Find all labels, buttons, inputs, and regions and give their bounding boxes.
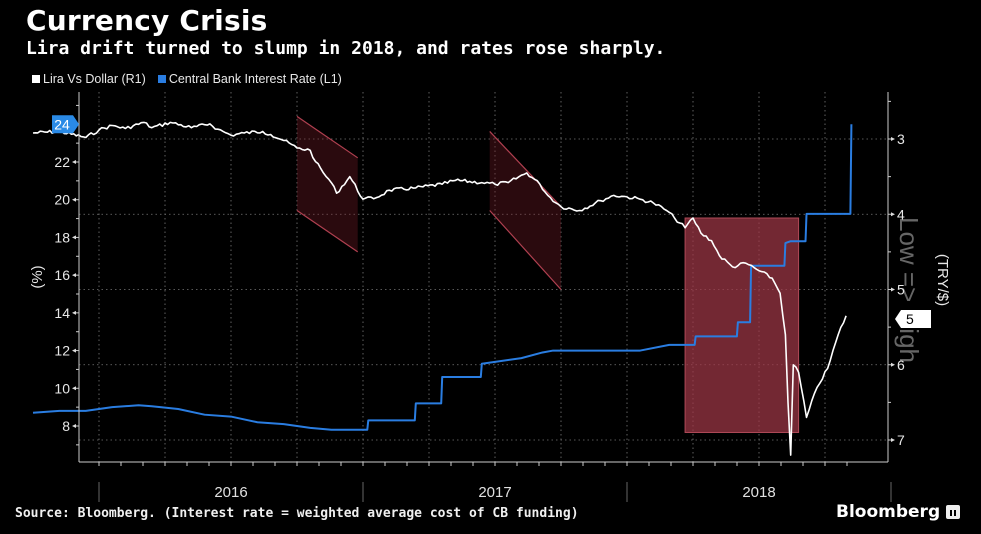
right-tick-label: 7: [897, 432, 905, 448]
left-tick-label: 18: [54, 229, 70, 245]
right-tick-label: 4: [897, 206, 905, 222]
right-axis-label: (TRY/$): [934, 254, 951, 306]
left-tick-marker: [72, 273, 76, 278]
highlight-band-1: [297, 116, 358, 252]
legend: Lira Vs Dollar (R1) Central Bank Interes…: [32, 72, 342, 86]
legend-item-lira: Lira Vs Dollar (R1): [32, 72, 146, 86]
highlight-band-edge-bottom: [489, 210, 562, 290]
axis-labels: 8 10 12 14 16 18 20 22 24 (%) Low => High 3 4 5 6 7 5 (TR…: [29, 115, 951, 501]
bloomberg-chart-icon: [946, 505, 961, 519]
chart-title: Currency Crisis: [26, 4, 268, 37]
legend-swatch-rate: [157, 75, 166, 83]
highlight-band-edge-top: [489, 131, 562, 208]
right-tick-marker: [891, 438, 895, 442]
right-tick-marker: [891, 137, 895, 141]
legend-swatch-lira: [32, 75, 40, 83]
chart-subtitle: Lira drift turned to slump in 2018, and …: [26, 38, 666, 59]
series-line-lira: [32, 121, 847, 456]
highlight-band-edge-top: [296, 115, 359, 159]
highlight-regions: [296, 115, 800, 433]
left-tick-marker: [72, 424, 76, 428]
right-tick-marker: [891, 362, 895, 367]
left-tick-label: 12: [54, 343, 70, 359]
legend-item-rate: Central Bank Interest Rate (L1): [157, 72, 342, 86]
right-axis-annotation: Low => High: [894, 217, 924, 363]
left-tick-label: 16: [54, 267, 70, 283]
left-last-value-badge: [52, 115, 79, 134]
right-tick-marker: [891, 287, 895, 292]
left-tick-marker: [72, 160, 76, 164]
series-lines: [32, 121, 853, 456]
axes: [72, 92, 895, 502]
highlight-band-edge-bottom: [296, 209, 359, 253]
left-tick-label: 8: [62, 418, 70, 434]
right-tick-label: 6: [897, 357, 905, 373]
x-year-label: 2016: [214, 484, 247, 501]
left-tick-marker: [72, 197, 76, 202]
legend-label-rate: Central Bank Interest Rate (L1): [168, 72, 342, 86]
highlight-band-2: [489, 131, 561, 290]
left-tick-label: 20: [54, 192, 70, 208]
highlight-box-2018: [684, 217, 800, 433]
left-tick-label: 10: [54, 380, 70, 396]
x-year-label: 2018: [742, 484, 775, 501]
series-line-interest-rate: [32, 124, 853, 431]
left-tick-marker: [72, 235, 76, 240]
left-tick-label: 14: [54, 305, 70, 321]
right-tick-label: 3: [897, 131, 905, 147]
left-tick-marker: [72, 348, 76, 353]
left-axis-label: (%): [29, 265, 46, 288]
left-tick-label: 22: [54, 154, 70, 170]
bloomberg-logo: Bloomberg: [836, 502, 961, 522]
left-tick-marker: [72, 386, 76, 391]
brand-name: Bloomberg: [836, 502, 941, 522]
x-year-label: 2017: [478, 484, 511, 501]
left-last-value-text: 24: [54, 116, 70, 132]
legend-label-lira: Lira Vs Dollar (R1): [43, 72, 146, 86]
right-tick-label: 5: [897, 282, 905, 298]
right-tick-marker: [891, 212, 895, 217]
source-note: Source: Bloomberg. (Interest rate = weig…: [15, 506, 579, 521]
right-last-value-text: 5: [906, 311, 914, 327]
left-tick-marker: [72, 310, 76, 315]
right-last-value-badge: [895, 310, 931, 328]
